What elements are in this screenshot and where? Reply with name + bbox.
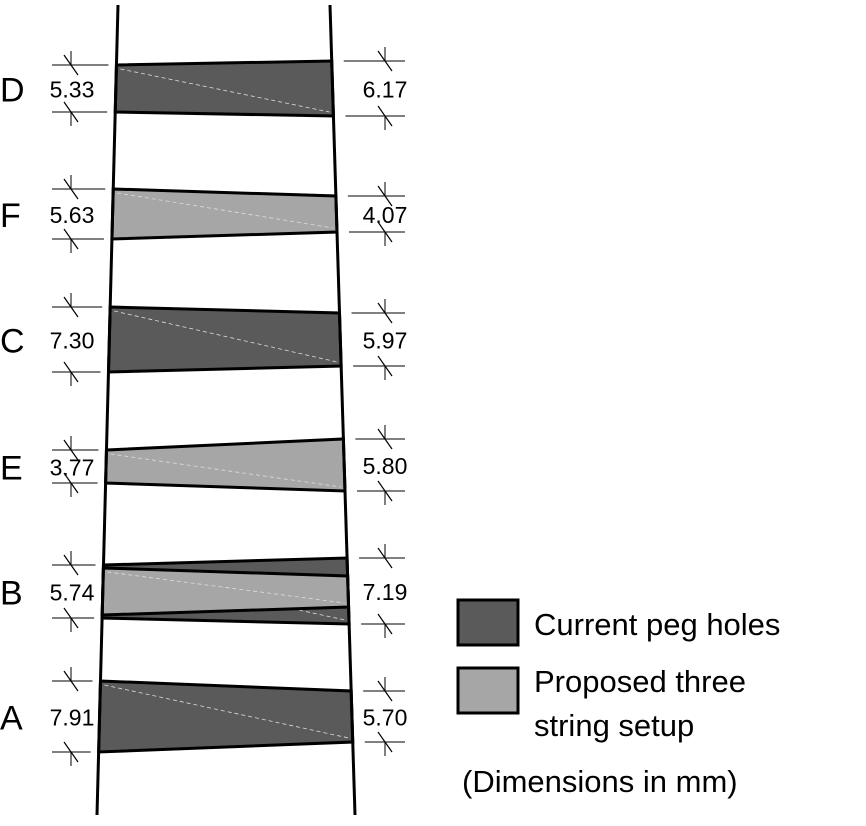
band-diagonal (120, 68, 330, 113)
right-dimension-F: 4.07 (363, 202, 408, 228)
string-label-A: A (0, 700, 23, 738)
right-dimension-B: 7.19 (363, 579, 408, 605)
band-current-C (106, 305, 343, 374)
string-label-F: F (0, 197, 21, 235)
band-current-D (113, 59, 335, 118)
string-label-B: B (0, 575, 23, 613)
band-diagonal (117, 192, 334, 229)
right-dimension-C: 5.97 (363, 328, 408, 354)
string-label-D: D (0, 72, 25, 110)
legend-label-proposed-1: Proposed three (534, 664, 746, 699)
peg-hole-bands (97, 59, 355, 754)
left-dimension-E: 3.77 (50, 455, 95, 481)
dimensions-note: (Dimensions in mm) (462, 764, 738, 799)
band-diagonal (110, 453, 342, 488)
band-proposed-B (100, 566, 351, 617)
left-dimension-B: 5.74 (50, 580, 95, 606)
left-dimension-D: 5.33 (50, 77, 95, 103)
left-rail (95, 4, 120, 816)
string-label-E: E (0, 450, 23, 488)
left-dimension-C: 7.30 (50, 328, 95, 354)
band-proposed-E (104, 437, 347, 493)
band-diagonal (114, 310, 338, 363)
right-dimension-D: 6.17 (363, 77, 408, 103)
band-diagonal (107, 571, 345, 604)
legend-swatch-proposed (456, 666, 520, 715)
left-dimension-F: 5.63 (50, 202, 95, 228)
band-current-A (97, 679, 355, 754)
legend-swatch-current (456, 598, 520, 647)
legend: Current peg holes Proposed three string … (456, 598, 780, 799)
left-dimension-A: 7.91 (50, 705, 95, 731)
right-rail (328, 4, 357, 816)
legend-label-current: Current peg holes (534, 607, 780, 642)
string-label-C: C (0, 323, 25, 361)
band-proposed-F (110, 187, 339, 241)
right-dimension-A: 5.70 (363, 705, 408, 731)
dimension-annotations: D 5.33 6.17 F 5.63 4.07 C 7.30 5.97 E 3.77 5.80 B 5.7… (0, 47, 407, 766)
legend-label-proposed-2: string setup (534, 708, 694, 743)
right-dimension-E: 5.80 (363, 453, 408, 479)
